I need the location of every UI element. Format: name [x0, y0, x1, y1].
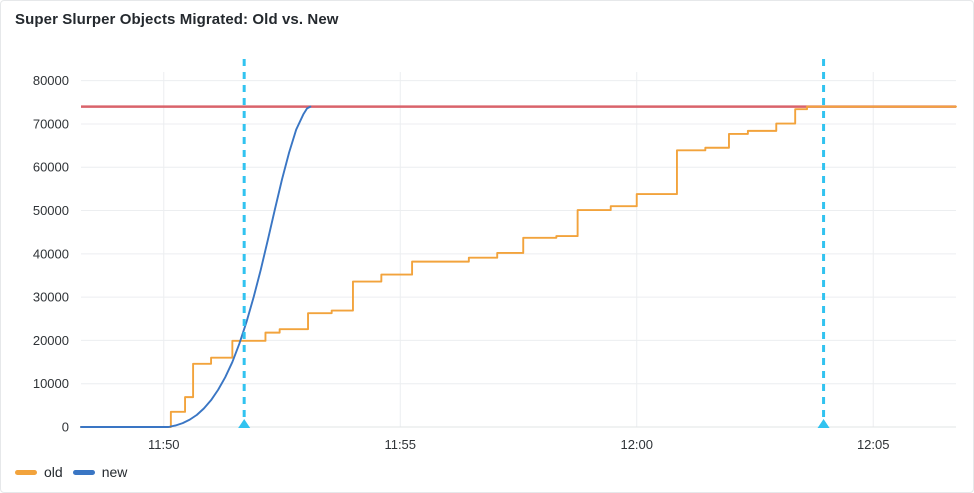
chart-canvas: 0 10000 20000 30000 40000 50000 60000 70000 8000… [1, 39, 973, 449]
legend-swatch-old [15, 469, 37, 475]
y-axis-tick-label: 30000 [33, 290, 69, 305]
x-axis-tick-label: 11:50 [148, 437, 180, 449]
y-axis-tick-label: 50000 [33, 203, 69, 218]
legend-swatch-new [72, 469, 95, 475]
page-title: Super Slurper Objects Migrated: Old vs. … [15, 11, 339, 28]
y-axis-tick-label: 80000 [33, 73, 69, 88]
x-axis-tick-label: 12:00 [620, 437, 653, 449]
series-line-old[interactable] [80, 105, 957, 428]
marker-old-complete-triangle-icon[interactable] [817, 419, 830, 428]
y-axis-tick-label: 10000 [33, 376, 69, 391]
legend-item-new[interactable]: new [72, 464, 128, 480]
y-axis-tick-label: 60000 [33, 160, 69, 175]
legend-item-old[interactable]: old [15, 464, 63, 480]
y-axis-tick-label: 40000 [33, 246, 69, 261]
series-line-new[interactable] [80, 105, 312, 428]
chart-legend: old new [15, 464, 127, 480]
line-chart: 0 10000 20000 30000 40000 50000 60000 70000 8000… [33, 59, 957, 449]
y-axis-tick-label: 70000 [33, 116, 69, 131]
x-axis-tick-label: 12:05 [857, 437, 890, 449]
x-axis-tick-label: 11:55 [384, 437, 416, 449]
y-axis-tick-label: 20000 [33, 333, 69, 348]
marker-new-complete-triangle-icon[interactable] [238, 419, 251, 428]
y-axis-tick-label: 0 [62, 420, 69, 435]
legend-label-new: new [101, 464, 128, 480]
legend-label-old: old [44, 464, 63, 480]
